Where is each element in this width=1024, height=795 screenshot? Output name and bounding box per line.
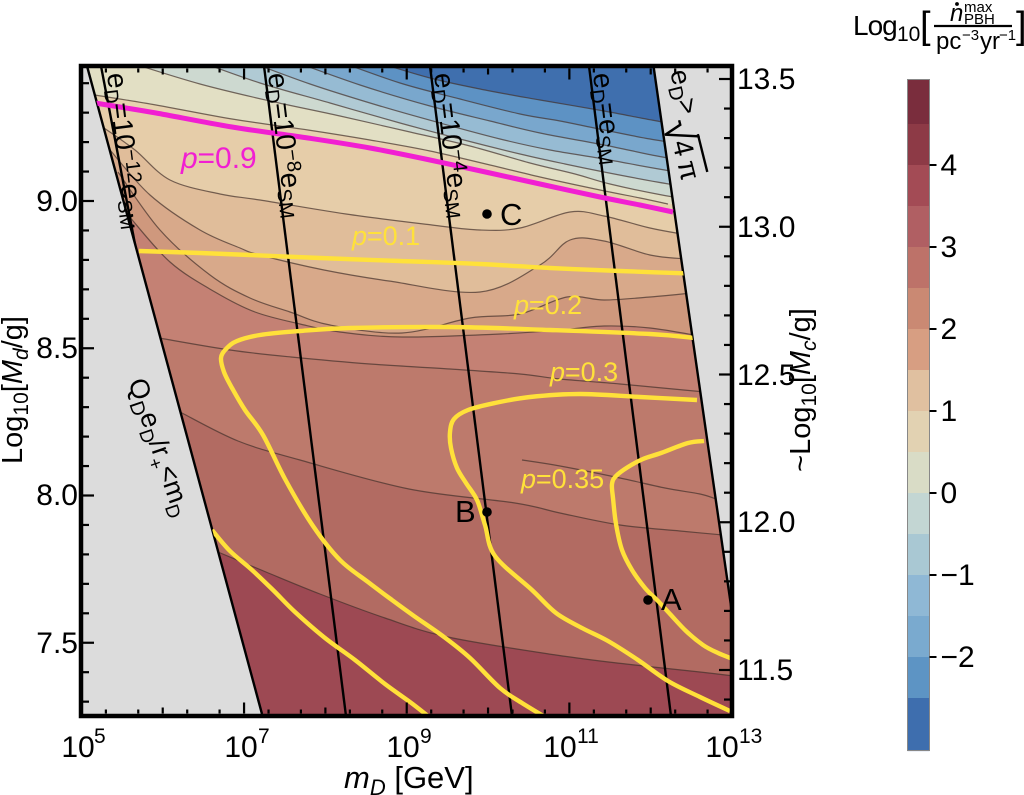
svg-text:pc: pc bbox=[936, 28, 961, 55]
svg-text:11.5: 11.5 bbox=[737, 654, 793, 687]
svg-text:3: 3 bbox=[941, 231, 958, 264]
svg-text:eD>: eD> bbox=[659, 66, 704, 118]
svg-text:−3: −3 bbox=[962, 27, 979, 44]
svg-text:7: 7 bbox=[258, 725, 270, 748]
svg-text:−2: −2 bbox=[941, 641, 975, 674]
svg-text:C: C bbox=[500, 197, 522, 232]
svg-text:7.5: 7.5 bbox=[36, 627, 78, 660]
svg-text:eD=10−8eSM: eD=10−8eSM bbox=[258, 71, 311, 220]
svg-text:eD=10−12eSM: eD=10−12eSM bbox=[97, 71, 151, 231]
svg-text:=0.35: =0.35 bbox=[536, 464, 604, 494]
svg-text:=0.2: =0.2 bbox=[529, 290, 582, 320]
svg-text:11: 11 bbox=[577, 725, 599, 748]
svg-text:n: n bbox=[950, 0, 963, 27]
svg-text:2: 2 bbox=[941, 313, 958, 346]
svg-text:p: p bbox=[513, 290, 529, 320]
svg-text:eD=10−4eSM: eD=10−4eSM bbox=[424, 71, 477, 220]
svg-text:10: 10 bbox=[543, 731, 576, 764]
svg-text:Log: Log bbox=[853, 10, 897, 41]
svg-text:=0.3: =0.3 bbox=[565, 357, 618, 387]
svg-text:10: 10 bbox=[386, 731, 419, 764]
svg-text:9.0: 9.0 bbox=[36, 185, 78, 218]
svg-text:9: 9 bbox=[420, 725, 432, 748]
svg-text:p: p bbox=[180, 142, 198, 175]
svg-text:p: p bbox=[549, 357, 565, 387]
svg-text:[: [ bbox=[920, 5, 931, 47]
svg-text:1: 1 bbox=[941, 395, 958, 428]
svg-text:Log10[Md/g]: Log10[Md/g] bbox=[0, 316, 33, 464]
svg-text:0: 0 bbox=[941, 477, 958, 510]
svg-text:=0.9: =0.9 bbox=[198, 142, 257, 175]
svg-text:A: A bbox=[661, 582, 682, 617]
svg-text:5: 5 bbox=[94, 725, 106, 748]
svg-text:PBH: PBH bbox=[964, 11, 995, 28]
svg-text:B: B bbox=[455, 494, 476, 529]
svg-text:12.5: 12.5 bbox=[737, 359, 795, 392]
svg-text:13.5: 13.5 bbox=[737, 63, 795, 96]
svg-text:12.0: 12.0 bbox=[737, 506, 795, 539]
svg-text:10: 10 bbox=[61, 731, 94, 764]
svg-text:=0.1: =0.1 bbox=[367, 221, 420, 251]
svg-text:−1: −1 bbox=[999, 27, 1016, 44]
svg-text:10: 10 bbox=[897, 23, 920, 46]
svg-text:13: 13 bbox=[739, 725, 762, 748]
svg-text:10: 10 bbox=[705, 731, 738, 764]
svg-text:max: max bbox=[964, 0, 993, 16]
svg-text:8.5: 8.5 bbox=[36, 332, 78, 365]
svg-text:mD [GeV]: mD [GeV] bbox=[344, 760, 474, 795]
svg-text:~Log10[Mc/g]: ~Log10[Mc/g] bbox=[785, 308, 821, 472]
svg-text:eD=eSM: eD=eSM bbox=[583, 71, 629, 167]
svg-text:p: p bbox=[520, 464, 536, 494]
svg-text:13.0: 13.0 bbox=[737, 211, 795, 244]
svg-text:p: p bbox=[351, 221, 367, 251]
svg-text:yr: yr bbox=[980, 28, 1000, 55]
svg-text:4: 4 bbox=[941, 149, 958, 182]
svg-text:−1: −1 bbox=[941, 559, 975, 592]
svg-text:]: ] bbox=[1016, 5, 1024, 47]
svg-text:8.0: 8.0 bbox=[36, 479, 78, 512]
svg-text:10: 10 bbox=[224, 731, 257, 764]
